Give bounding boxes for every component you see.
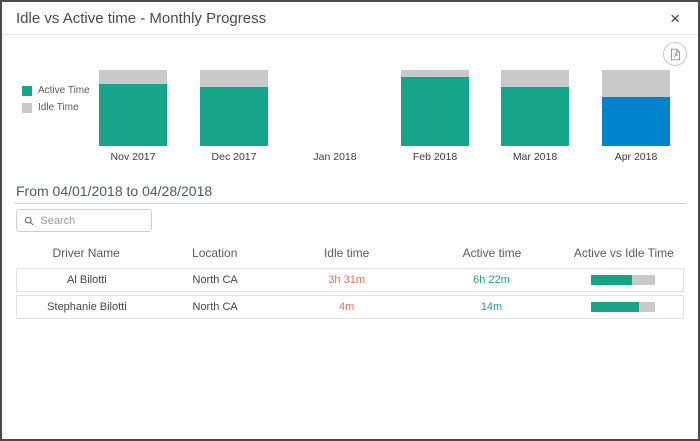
bar-idle-segment — [501, 70, 569, 88]
idle-time-cell: 3h 31m — [328, 274, 366, 286]
chart-bar[interactable] — [99, 70, 167, 146]
active-time-cell: 14m — [480, 301, 503, 313]
active-fill — [591, 302, 640, 313]
active-vs-idle-cell — [563, 301, 683, 313]
active-vs-idle-bar — [591, 275, 656, 286]
legend-label-active: Active Time — [38, 85, 90, 96]
active-fill — [591, 275, 632, 286]
bar-active-segment — [200, 86, 268, 146]
bar-idle-segment — [401, 70, 469, 77]
export-report-icon — [670, 48, 680, 60]
legend-item-active[interactable]: Active Time — [22, 85, 90, 96]
month-label: Jan 2018 — [313, 151, 357, 163]
month-label: Feb 2018 — [412, 151, 458, 163]
column-header-idle-time: Idle time — [323, 246, 370, 260]
active-vs-idle-bar — [591, 302, 656, 313]
table-header-row: Driver Name Location Idle time Active ti… — [16, 242, 684, 268]
close-button[interactable]: × — [666, 8, 684, 29]
driver-name-cell: Stephanie Bilotti — [47, 301, 127, 313]
column-header-location: Location — [192, 246, 238, 260]
idle-time-swatch-icon — [22, 102, 32, 113]
column-header-active-time: Active time — [462, 246, 522, 260]
column-header-driver-name: Driver Name — [52, 246, 120, 260]
chart-month: Nov 2017 — [99, 70, 167, 163]
location-cell: North CA — [192, 301, 238, 313]
chart-month: Feb 2018 — [401, 70, 469, 163]
search-input[interactable] — [40, 214, 144, 227]
column-header-active-vs-idle: Active vs Idle Time — [573, 246, 674, 260]
chart-month: Jan 2018 — [301, 70, 369, 163]
chart-month: Apr 2018 — [602, 70, 670, 163]
bar-active-segment — [501, 87, 569, 146]
drivers-table: Driver Name Location Idle time Active ti… — [16, 242, 684, 322]
active-time-swatch-icon — [22, 85, 32, 96]
table-row[interactable]: Stephanie Bilotti North CA 4m 14m — [16, 295, 684, 319]
chart-month: Mar 2018 — [501, 70, 569, 163]
bar-idle-segment — [200, 70, 268, 87]
export-button[interactable] — [663, 42, 687, 66]
bar-idle-segment — [602, 70, 670, 98]
month-label: Dec 2017 — [211, 151, 257, 163]
dialog-title: Idle vs Active time - Monthly Progress — [16, 9, 267, 27]
legend-label-idle: Idle Time — [38, 102, 79, 113]
idle-time-cell: 4m — [339, 301, 355, 313]
chart-bar[interactable] — [301, 70, 369, 146]
bar-active-segment — [602, 97, 670, 146]
chart-bar[interactable] — [401, 70, 469, 146]
active-vs-idle-cell — [563, 274, 683, 286]
bar-active-segment — [401, 76, 469, 146]
chart-bar[interactable] — [501, 70, 569, 146]
monthly-progress-chart: Nov 2017 Dec 2017 Jan 2018 Feb 2018 — [2, 70, 698, 165]
dialog-header: Idle vs Active time - Monthly Progress × — [2, 2, 698, 35]
date-range-heading: From 04/01/2018 to 04/28/2018 — [16, 183, 213, 199]
chart-bar[interactable] — [602, 70, 670, 146]
chart-month: Dec 2017 — [200, 70, 268, 163]
active-time-cell: 6h 22m — [473, 274, 510, 286]
bar-active-segment — [99, 84, 167, 146]
legend-item-idle[interactable]: Idle Time — [22, 102, 90, 113]
location-cell: North CA — [192, 274, 238, 286]
search-icon — [25, 216, 34, 225]
month-label: Mar 2018 — [512, 151, 558, 163]
month-label: Nov 2017 — [110, 151, 156, 163]
chart-bar[interactable] — [200, 70, 268, 146]
bar-idle-segment — [99, 70, 167, 85]
table-row[interactable]: Al Bilotti North CA 3h 31m 6h 22m — [16, 268, 684, 292]
section-divider — [14, 203, 686, 204]
search-box — [16, 209, 152, 232]
chart-legend: Active Time Idle Time — [22, 85, 90, 119]
driver-name-cell: Al Bilotti — [67, 274, 107, 286]
month-label: Apr 2018 — [614, 151, 658, 163]
